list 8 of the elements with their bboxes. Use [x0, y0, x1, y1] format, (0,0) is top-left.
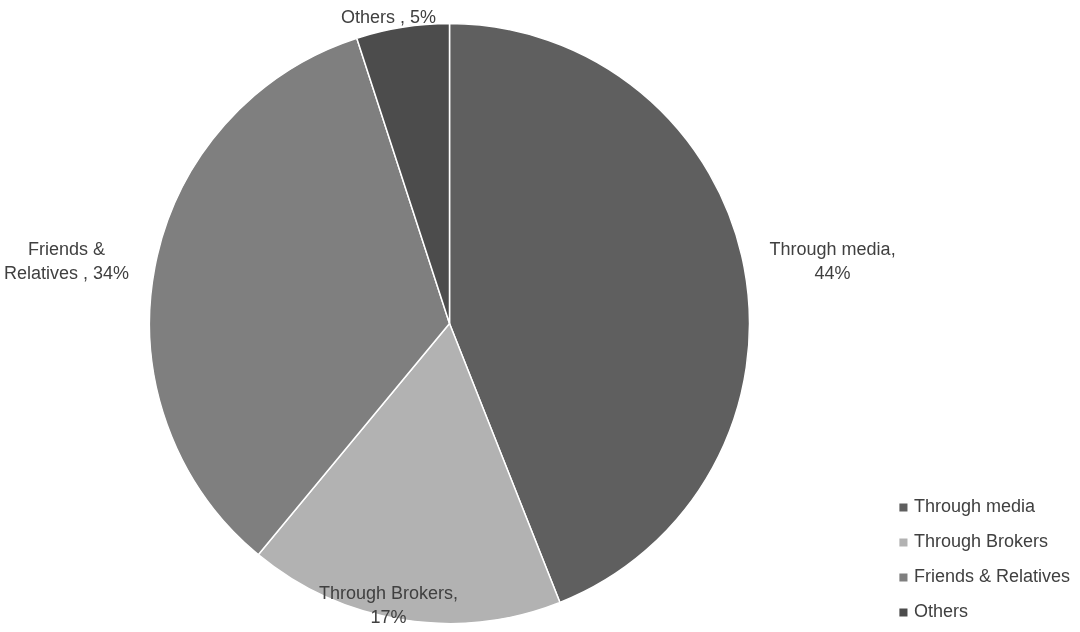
- data-label: Through media, 44%: [769, 238, 896, 283]
- legend-label: Friends & Relatives: [913, 566, 1070, 587]
- data-label: Others , 5%: [340, 6, 437, 27]
- legend-label: Through Brokers: [913, 531, 1048, 552]
- legend-label: Others: [913, 601, 968, 622]
- data-label: Friends & Relatives , 34%: [3, 238, 129, 283]
- legend-label: Through media: [913, 496, 1036, 517]
- data-label: Through Brokers, 17%: [318, 582, 459, 627]
